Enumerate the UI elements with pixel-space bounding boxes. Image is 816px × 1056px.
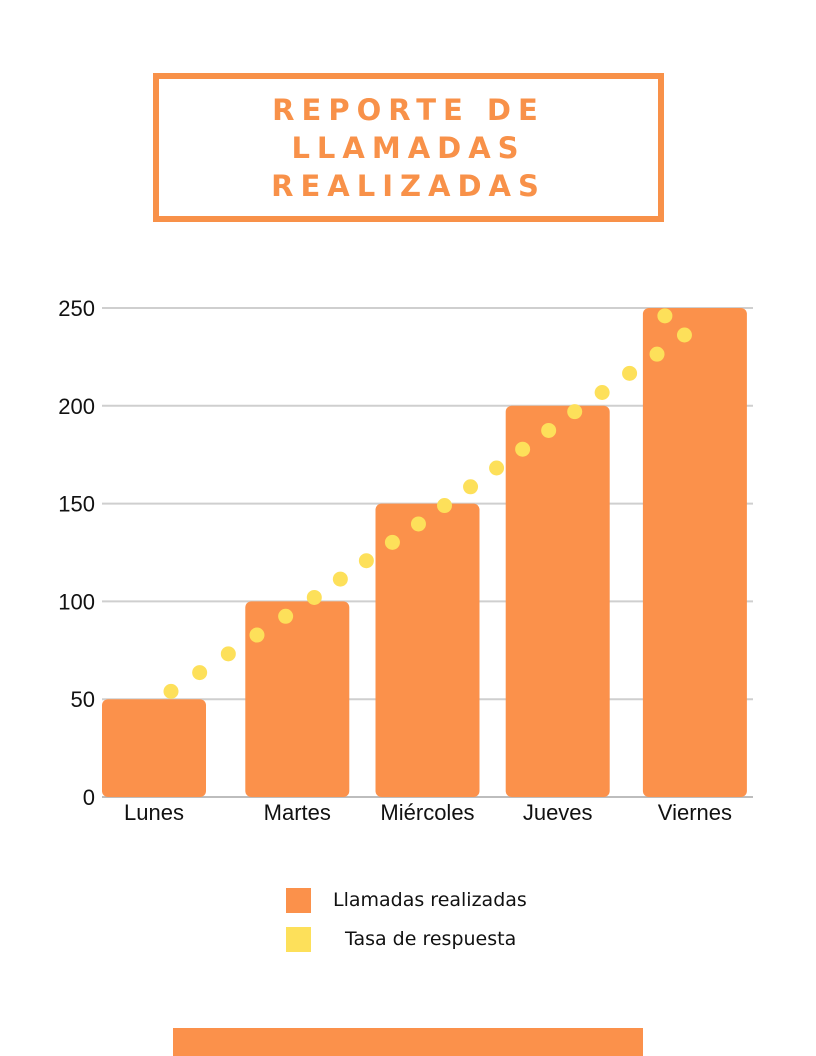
bottom-decorative-bar xyxy=(173,1028,643,1056)
response-rate-dot xyxy=(489,460,505,476)
bar xyxy=(375,503,480,797)
response-rate-dot xyxy=(622,365,638,381)
x-tick-label: Jueves xyxy=(523,800,593,825)
response-rate-dot xyxy=(306,589,322,605)
response-rate-dot xyxy=(384,534,400,550)
legend-item-llamadas: Llamadas realizadas xyxy=(286,887,527,913)
y-tick-label: 0 xyxy=(83,785,95,810)
bar-chart: 0 50 100 150 200 250 Lunes Martes Miércoles Jueve… xyxy=(58,296,753,825)
y-tick-label: 50 xyxy=(71,687,95,712)
chart-legend: Llamadas realizadas Tasa de respuesta xyxy=(286,887,527,965)
response-rate-dot xyxy=(358,553,374,569)
bar xyxy=(102,699,206,797)
legend-label: Tasa de respuesta xyxy=(345,928,517,950)
title-line-1: REPORTE DE xyxy=(272,92,545,127)
x-tick-label: Viernes xyxy=(658,800,732,825)
title-box: REPORTE DE LLAMADAS REALIZADAS xyxy=(153,73,664,222)
response-rate-dot xyxy=(249,627,265,643)
bar xyxy=(505,405,610,797)
response-rate-dot xyxy=(437,498,452,514)
x-tick-label: Martes xyxy=(264,800,331,825)
legend-label: Llamadas realizadas xyxy=(333,889,527,911)
legend-item-tasa: Tasa de respuesta xyxy=(286,926,527,952)
response-rate-dot xyxy=(541,422,557,438)
response-rate-dot xyxy=(657,308,673,324)
y-tick-label: 150 xyxy=(58,492,95,517)
y-tick-label: 100 xyxy=(58,589,95,614)
response-rate-dot xyxy=(594,384,610,400)
response-rate-dot xyxy=(163,683,179,699)
response-rate-dot xyxy=(463,479,479,495)
title-line-2: LLAMADAS REALIZADAS xyxy=(271,130,546,203)
y-tick-label: 200 xyxy=(58,394,95,419)
y-tick-label: 250 xyxy=(58,296,95,321)
response-rate-dot xyxy=(649,346,665,362)
x-tick-label: Miércoles xyxy=(380,800,474,825)
response-rate-dot xyxy=(332,571,348,587)
response-rate-dot xyxy=(278,608,294,624)
legend-swatch-bars xyxy=(286,887,311,913)
response-rate-dot xyxy=(567,404,583,420)
response-rate-dot xyxy=(676,327,692,343)
legend-swatch-dots xyxy=(286,926,311,952)
bar xyxy=(642,308,747,797)
bar xyxy=(245,601,350,797)
response-rate-dot xyxy=(410,516,426,532)
response-rate-dot xyxy=(192,665,208,681)
response-rate-dot xyxy=(515,441,531,457)
x-tick-label: Lunes xyxy=(124,800,184,825)
response-rate-dot xyxy=(220,646,236,662)
